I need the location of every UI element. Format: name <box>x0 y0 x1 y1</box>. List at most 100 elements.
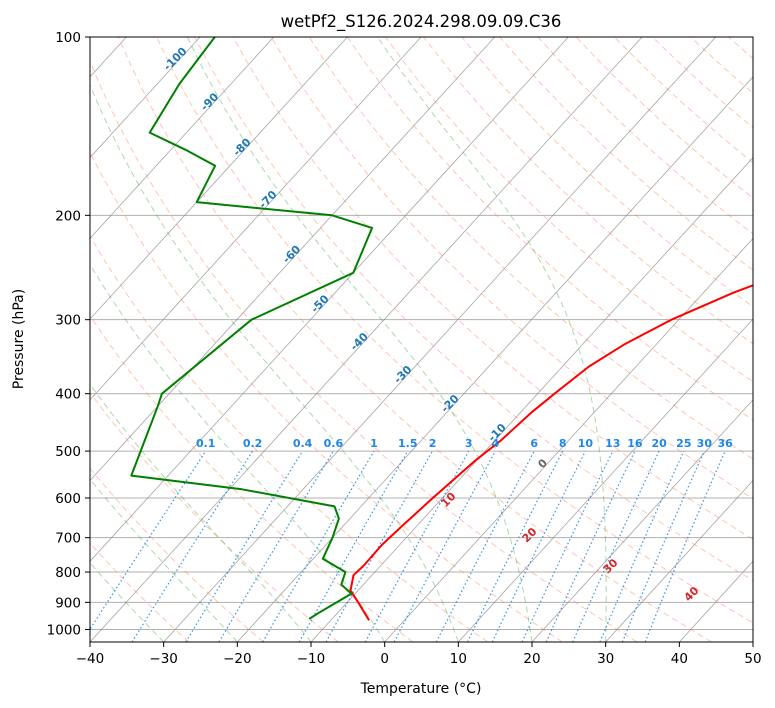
wetbulb-label: -50 <box>308 292 331 315</box>
mixing-ratio-line <box>491 450 586 642</box>
mixing-ratio-label: 4 <box>492 437 500 450</box>
mixing-ratio-line <box>599 450 685 642</box>
wetbulb-label: -30 <box>391 363 414 386</box>
mixing-ratio-label: 2 <box>429 437 437 450</box>
dry-adiabat <box>90 151 563 642</box>
y-tick-label: 900 <box>55 595 81 611</box>
dry-adiabat <box>652 37 753 129</box>
theta-label: 40 <box>682 584 702 604</box>
theta-label: 10 <box>438 490 458 510</box>
mixing-ratio-label: 30 <box>697 437 713 450</box>
x-tick-label: −10 <box>297 651 326 667</box>
dry-adiabat <box>537 37 753 235</box>
dry-adiabat <box>690 37 753 94</box>
x-tick-label: −30 <box>149 651 178 667</box>
mixing-ratio-line <box>393 450 496 642</box>
mixing-ratio-label: 16 <box>627 437 643 450</box>
moist-adiabat <box>90 83 459 642</box>
x-tick-label: 50 <box>744 651 761 667</box>
mixing-ratio-label: 6 <box>530 437 538 450</box>
mixing-ratio-label: 10 <box>578 437 594 450</box>
dry-adiabat <box>90 60 638 642</box>
isotherm-line <box>752 641 753 642</box>
isotherm-line <box>310 157 753 642</box>
mixing-ratio-line <box>364 450 470 642</box>
x-axis-label: Temperature (°C) <box>360 681 482 697</box>
mixing-ratio-label: 0.6 <box>324 437 344 450</box>
y-tick-label: 300 <box>55 313 81 329</box>
isotherm-line <box>90 37 496 482</box>
dewpoint-profile <box>130 37 374 620</box>
dry-adiabat <box>385 37 753 383</box>
mixing-ratio-line <box>90 450 207 631</box>
x-tick-label: −20 <box>223 651 252 667</box>
dry-adiabat <box>270 37 753 500</box>
dry-adiabat <box>461 37 753 308</box>
dry-adiabat <box>90 391 339 642</box>
plot-area <box>90 37 753 642</box>
dry-adiabat <box>90 235 488 642</box>
mixing-ratio-label: 3 <box>465 437 473 450</box>
isotherm-line <box>90 37 643 642</box>
y-axis-label: Pressure (hPa) <box>11 289 27 389</box>
y-tick-label: 100 <box>55 30 81 46</box>
chart-title: wetPf2_S126.2024.298.09.09.C36 <box>281 12 562 32</box>
dry-adiabat <box>194 37 753 582</box>
temperature-profile <box>349 284 753 621</box>
y-tick-label: 1000 <box>47 622 81 638</box>
mixing-ratio-label: 8 <box>559 437 567 450</box>
mixing-ratio-line <box>521 450 614 642</box>
moist-adiabat <box>186 37 533 642</box>
isotherm-line <box>531 399 753 642</box>
wetbulb-label: -20 <box>438 392 461 415</box>
y-tick-label: 600 <box>55 491 81 507</box>
mixing-ratio-line <box>621 450 705 642</box>
dry-adiabat <box>232 37 753 540</box>
dry-adiabat <box>728 37 753 60</box>
mixing-ratio-label: 36 <box>717 437 733 450</box>
mixing-ratio-line <box>131 450 254 642</box>
mixing-ratio-label: 0.1 <box>196 437 216 450</box>
y-axis: 1000 900 800 700 600 500 400 300 200 100 <box>47 30 90 638</box>
plot-frame <box>89 36 754 643</box>
mixing-ratio-label: 1.5 <box>398 437 418 450</box>
x-tick-label: 40 <box>671 651 688 667</box>
wetbulb-label: -10 <box>486 421 509 444</box>
dry-adiabat <box>90 467 264 642</box>
data-series <box>130 37 753 621</box>
dry-adiabat <box>308 37 753 460</box>
isotherm-line <box>90 37 422 401</box>
theta-label: 30 <box>601 556 621 576</box>
mixing-ratio-line <box>545 450 636 642</box>
dry-adiabat <box>346 37 753 421</box>
mixing-ratio-label: 25 <box>676 437 691 450</box>
isotherm-line <box>605 479 753 642</box>
mixing-ratio-line <box>644 450 726 642</box>
wetbulb-label: -100 <box>161 44 190 73</box>
dry-adiabat <box>156 37 753 624</box>
x-tick-label: 20 <box>523 651 540 667</box>
isotherm-line <box>384 237 753 642</box>
isotherm-line <box>90 37 275 239</box>
mixing-ratio-label: 13 <box>605 437 620 450</box>
y-tick-label: 400 <box>55 387 81 403</box>
y-tick-label: 500 <box>55 444 81 460</box>
dry-adiabat <box>90 542 190 642</box>
x-tick-label: 30 <box>597 651 614 667</box>
isotherm-line <box>90 37 348 320</box>
moist-adiabat <box>377 37 607 642</box>
x-tick-label: −40 <box>76 651 105 667</box>
dry-adiabat <box>423 37 753 345</box>
isotherm-line <box>237 76 753 642</box>
mixing-ratio-line <box>572 450 660 642</box>
wetbulb-label: -90 <box>198 90 221 113</box>
isotherm-line <box>90 37 201 159</box>
mixing-ratio-label: 20 <box>651 437 667 450</box>
theta-label: 20 <box>519 525 539 545</box>
mixing-ratio-line <box>325 450 434 642</box>
wetbulb-label: -60 <box>280 242 303 265</box>
mixing-ratio-label: 1 <box>370 437 378 450</box>
x-tick-label: 10 <box>450 651 467 667</box>
isotherm-line <box>90 37 569 562</box>
